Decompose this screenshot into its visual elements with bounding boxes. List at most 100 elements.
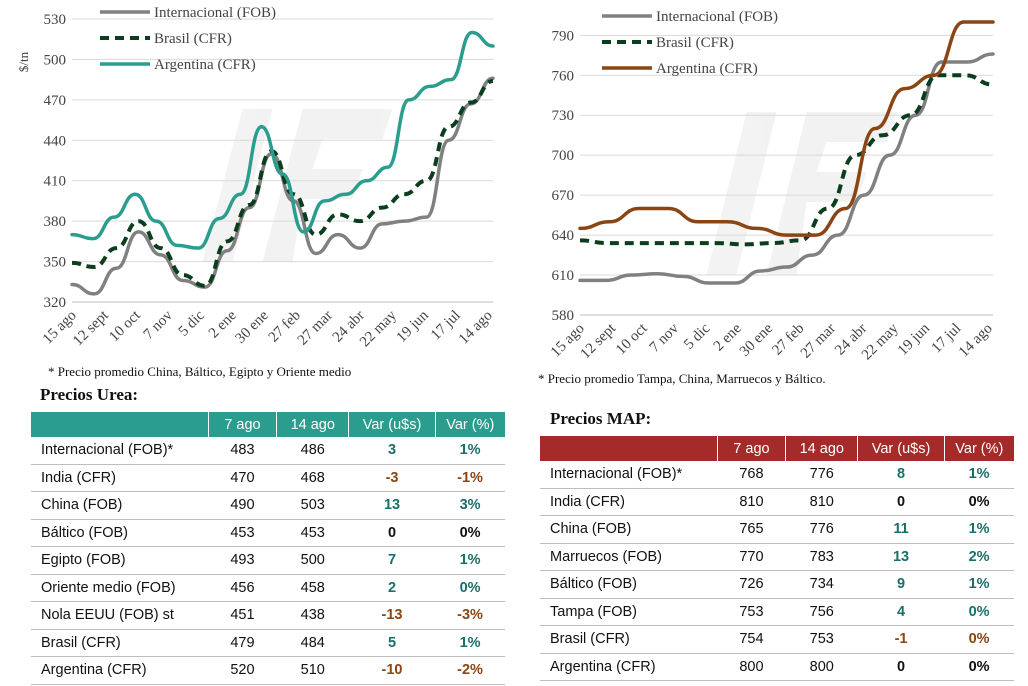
cell-value: 8 [857, 461, 945, 489]
table-row: Tampa (FOB) 753 756 4 0% [540, 598, 1014, 626]
cell-value: 520 [208, 656, 277, 685]
table-row: Brasil (CFR) 479 484 5 1% [31, 629, 505, 657]
y-tick-label: 700 [552, 148, 575, 164]
cell-value: -10 [348, 656, 436, 685]
table-row: Báltico (FOB) 453 453 0 0% [31, 519, 505, 547]
series-line-argentina-cfr [578, 20, 995, 237]
table-row: China (FOB) 765 776 11 1% [540, 515, 1014, 544]
row-label: India (CFR) [540, 488, 718, 516]
column-header [540, 436, 718, 461]
cell-value: 756 [785, 598, 858, 626]
cell-value: 484 [276, 629, 349, 657]
cell-value: 483 [208, 437, 277, 465]
cell-value: 493 [208, 546, 277, 575]
map-table-title: Precios MAP: [550, 409, 652, 428]
cell-value: 0 [857, 488, 945, 516]
x-tick-label: 27 mar [798, 321, 839, 362]
column-header: 7 ago [717, 436, 787, 461]
series-line-brasil-cfr [579, 73, 994, 247]
cell-value: 765 [717, 515, 786, 544]
cell-value: 0% [944, 625, 1014, 654]
cell-value: 783 [785, 543, 858, 571]
series-line-internacional-fob [578, 52, 995, 285]
legend-label: Argentina (CFR) [154, 57, 256, 73]
legend-label: Brasil (CFR) [154, 31, 232, 47]
cell-value: 7 [348, 546, 436, 575]
legend-label: Brasil (CFR) [656, 35, 734, 51]
row-label: Internacional (FOB)* [31, 437, 209, 465]
cell-value: 768 [717, 461, 786, 489]
cell-value: 13 [348, 491, 436, 520]
row-label: Egipto (FOB) [31, 546, 209, 575]
map-chart: 580 610 640 670 700 730 760 790 15 ago 12 sept 10 … [515, 0, 1028, 362]
column-header: Var (%) [955, 440, 1004, 457]
cell-value: 3% [435, 491, 505, 520]
cell-value: 438 [276, 601, 349, 630]
cell-value: 11 [857, 515, 945, 544]
series-line-brasil-cfr [71, 78, 494, 288]
urea-price-table: 7 ago 14 ago Var (u$s) Var (%) Internaciona… [31, 412, 505, 685]
x-tick-label: 5 dic [681, 320, 713, 352]
row-label: Nola EEUU (FOB) st [31, 601, 209, 630]
cell-value: 503 [276, 491, 349, 520]
x-tick-label: 19 jun [895, 320, 933, 358]
table-row: Marruecos (FOB) 770 783 13 2% [540, 543, 1014, 571]
x-tick-label: 19 jun [394, 307, 432, 345]
table-row: Báltico (FOB) 726 734 9 1% [540, 570, 1014, 599]
cell-value: 510 [276, 656, 349, 685]
row-label: Báltico (FOB) [540, 570, 718, 599]
cell-value: 753 [785, 625, 858, 654]
cell-value: 458 [276, 574, 349, 602]
x-tick-label: 22 may [859, 320, 902, 362]
cell-value: 490 [208, 491, 277, 520]
table-row: India (CFR) 810 810 0 0% [540, 488, 1014, 516]
row-label: Brasil (CFR) [31, 629, 209, 657]
cell-value: 470 [208, 464, 277, 492]
column-header: 14 ago [276, 412, 350, 437]
urea-chart-note: * Precio promedio China, Báltico, Egipto… [48, 364, 352, 379]
table-row: Internacional (FOB)* 768 776 8 1% [540, 461, 1014, 489]
cell-value: -2% [435, 656, 505, 685]
x-tick-label: 12 sept [578, 320, 620, 362]
cell-value: 1% [435, 629, 505, 657]
y-tick-label: 500 [44, 52, 67, 68]
y-tick-label: 640 [552, 228, 575, 244]
column-header: Var (%) [446, 416, 495, 433]
row-label: China (FOB) [31, 491, 209, 520]
table-row: Internacional (FOB)* 483 486 3 1% [31, 437, 505, 465]
cell-value: 5 [348, 629, 436, 657]
y-tick-label: 380 [44, 214, 67, 230]
map-chart-note: * Precio promedio Tampa, China, Marrueco… [538, 371, 826, 386]
row-label: Brasil (CFR) [540, 625, 718, 654]
legend-label: Argentina (CFR) [656, 61, 758, 77]
legend-label: Internacional (FOB) [154, 5, 276, 21]
cell-value: 1% [435, 546, 505, 575]
y-tick-label: 410 [44, 174, 67, 190]
cell-value: 734 [785, 570, 858, 599]
cell-value: 776 [785, 515, 858, 544]
cell-value: 2% [944, 543, 1014, 571]
watermark-logo [202, 109, 393, 262]
column-header: Var (u$s) [857, 436, 945, 461]
x-tick-label: 14 ago [456, 308, 496, 348]
x-tick-label: 12 sept [70, 307, 112, 349]
cell-value: 770 [717, 543, 786, 571]
table-row: Argentina (CFR) 520 510 -10 -2% [31, 656, 505, 685]
y-tick-label: 610 [552, 268, 575, 284]
cell-value: 0% [944, 598, 1014, 626]
table-row: Oriente medio (FOB) 456 458 2 0% [31, 574, 505, 602]
cell-value: 456 [208, 574, 277, 602]
cell-value: 9 [857, 570, 945, 599]
x-tick-label: 10 oct [106, 307, 144, 345]
row-label: Tampa (FOB) [540, 598, 718, 626]
urea-table-title: Precios Urea: [40, 385, 139, 404]
row-label: Internacional (FOB)* [540, 461, 718, 489]
cell-value: -13 [348, 601, 436, 630]
cell-value: 500 [276, 546, 349, 575]
table-row: India (CFR) 470 468 -3 -1% [31, 464, 505, 492]
row-label: Argentina (CFR) [540, 653, 718, 681]
cell-value: 468 [276, 464, 349, 492]
cell-value: -1 [857, 625, 945, 654]
cell-value: 2 [348, 574, 436, 602]
